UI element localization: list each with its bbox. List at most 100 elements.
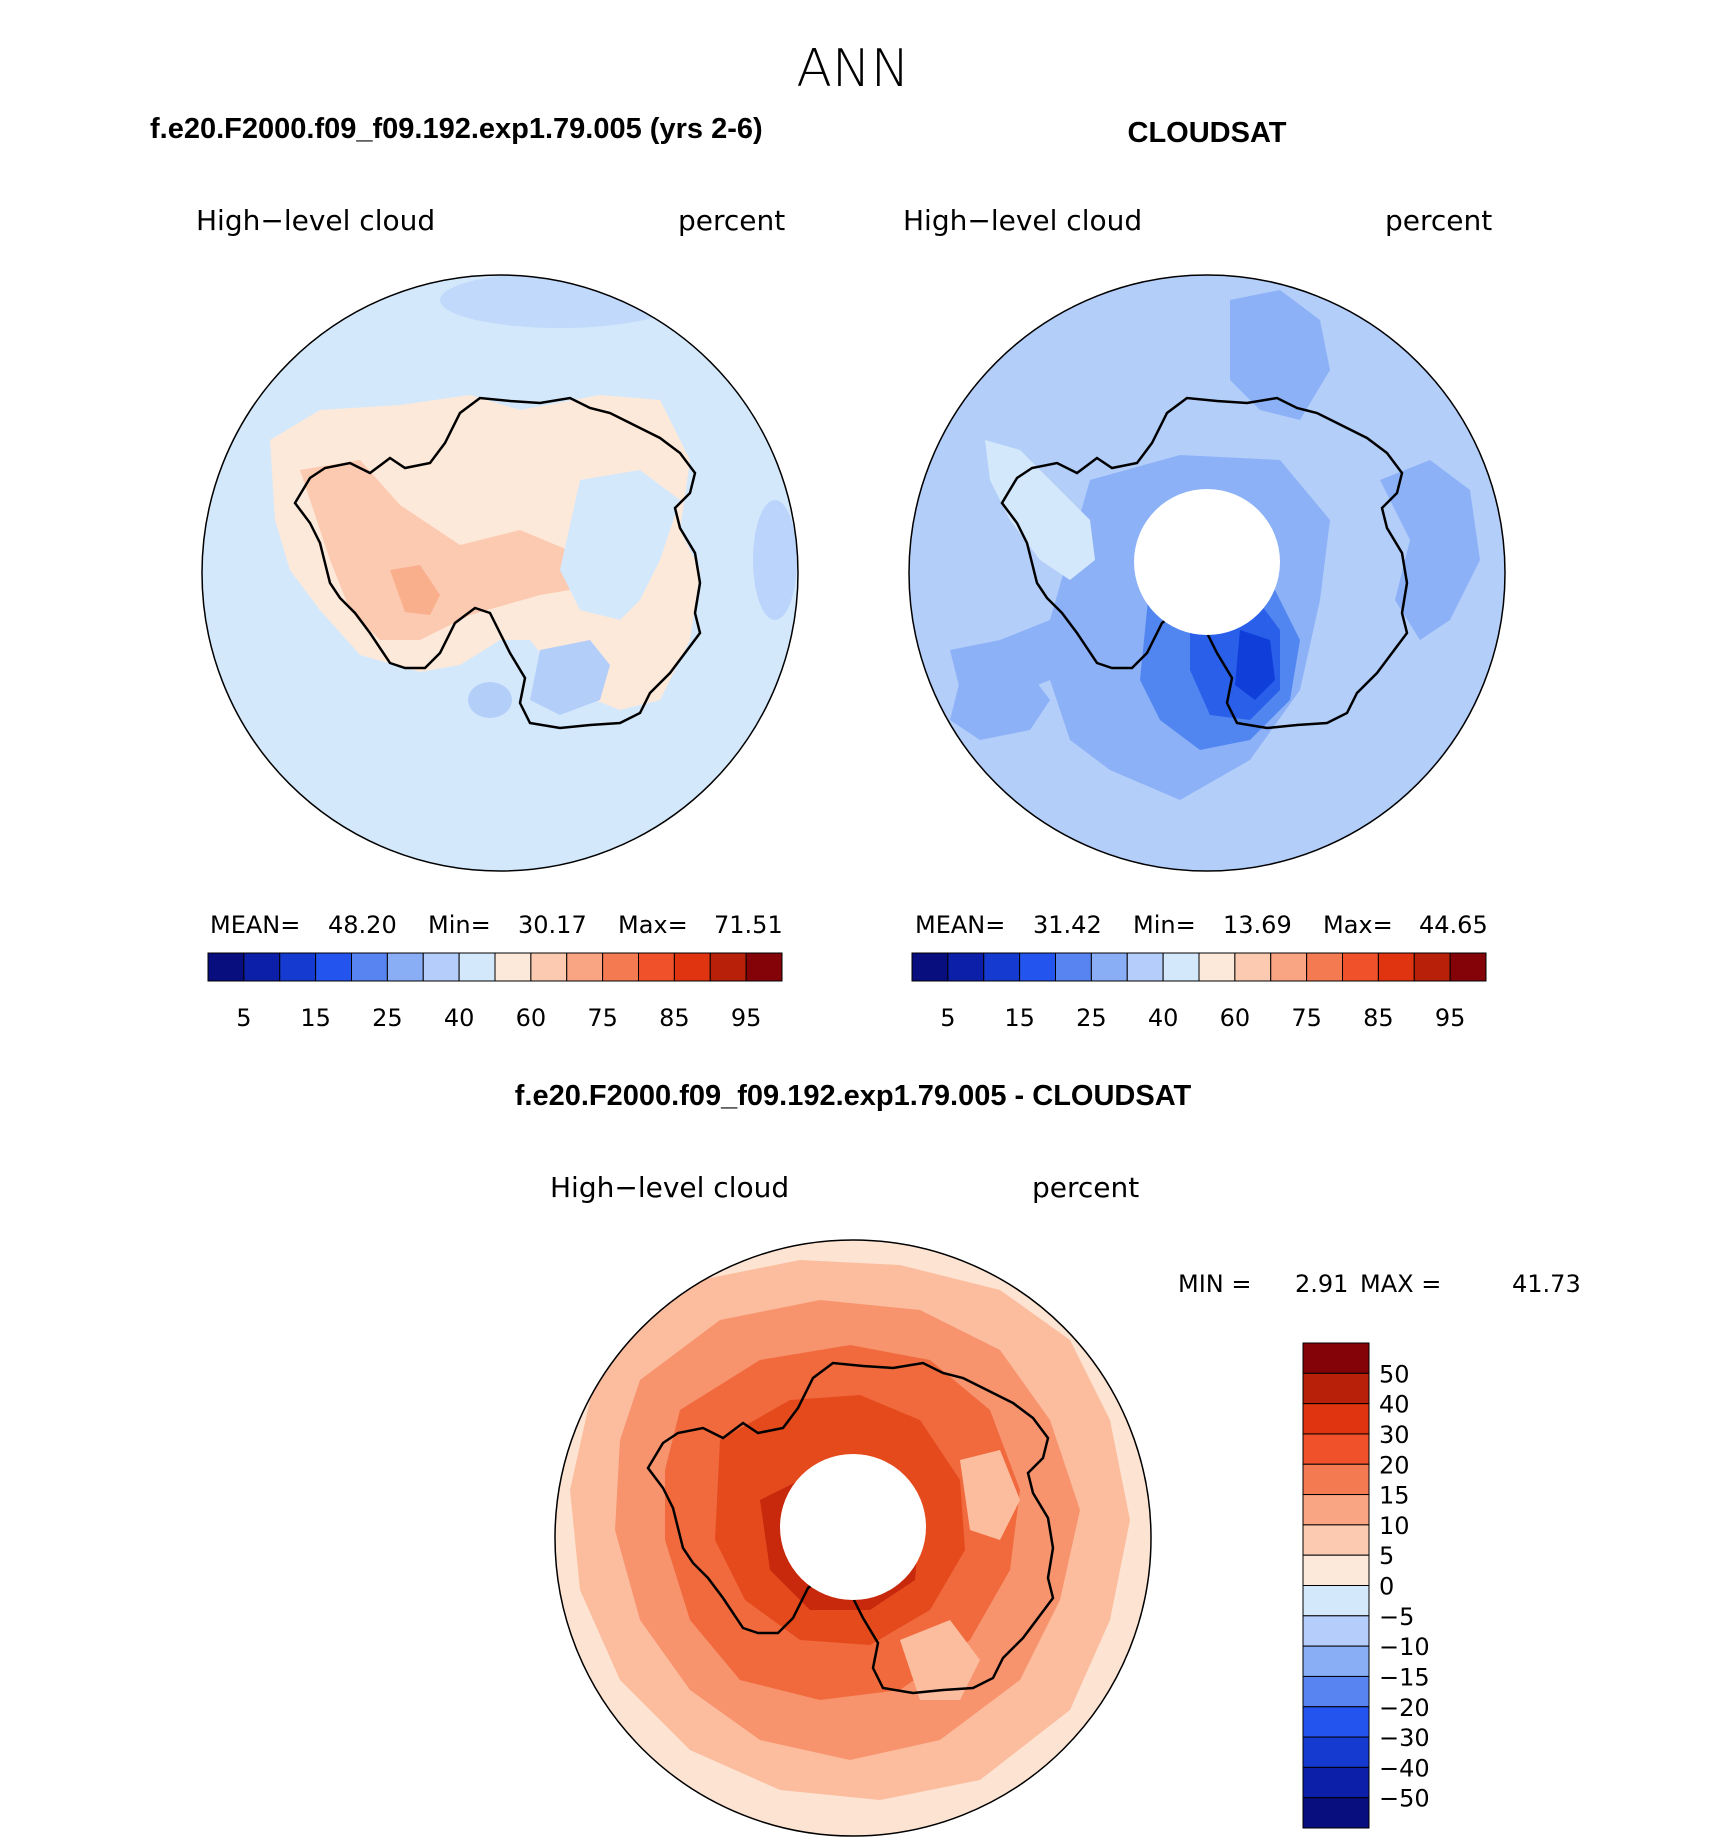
obs-colorbar-swatch [1270,952,1308,982]
obs-colorbar-swatch [983,952,1021,982]
diff-colorbar-swatch [1302,1433,1370,1465]
obs-mean-value: 31.42 [1033,911,1102,939]
diff-stats: MIN = 2.91 MAX = 41.73 [1178,1270,1581,1298]
model-colorbar-tick-label: 15 [300,1004,331,1032]
obs-colorbar-swatch [1377,952,1415,982]
model-band-east [753,500,797,620]
obs-colorbar-tick-label: 25 [1076,1004,1107,1032]
model-colorbar-tick-label: 40 [444,1004,475,1032]
polar-map-obs [909,275,1505,871]
model-max-label: Max= [618,911,688,939]
panel-model-units: percent [678,204,785,237]
model-colorbar-tick-label: 60 [516,1004,547,1032]
model-max-value: 71.51 [714,911,783,939]
diff-patch-east [960,1450,1020,1540]
obs-colorbar-swatch [1019,952,1056,982]
model-colorbar-swatch [386,952,424,982]
panel-diff-units: percent [1032,1171,1139,1204]
diff-pole-hole [780,1454,926,1600]
obs-colorbar-tick-label: 75 [1291,1004,1322,1032]
model-colorbar-tick-label: 75 [587,1004,618,1032]
obs-max-value: 44.65 [1419,911,1488,939]
model-colorbar-swatch [709,952,747,982]
obs-colorbar-swatch [1449,952,1487,982]
obs-core [1235,630,1275,700]
model-colorbar-swatch [494,952,532,982]
panel-diff-heading: f.e20.F2000.f09_f09.192.exp1.79.005 - CL… [515,1080,1192,1112]
model-colorbar-swatch [243,952,281,982]
diff-colorbar-swatch [1302,1524,1370,1556]
model-colorbar-swatch [279,952,317,982]
diff-colorbar-tick-label: −50 [1379,1785,1430,1813]
obs-colorbar-swatch [1234,952,1272,982]
model-min-label: Min= [428,911,491,939]
diff-map-border [554,1239,1152,1837]
model-colorbar-swatch [602,952,639,982]
model-land-core [390,565,440,615]
model-stats: MEAN= 48.20 Min= 30.17 Max= 71.51 [210,911,783,939]
model-cool-patch [530,640,610,715]
diff-patch-south [900,1620,980,1700]
model-mean-value: 48.20 [328,911,397,939]
obs-min-label: Min= [1133,911,1196,939]
diff-colorbar-tick-label: −20 [1379,1694,1430,1722]
obs-map-border [908,274,1506,872]
model-colorbar-swatch [638,952,675,982]
obs-mean-label: MEAN= [915,911,1005,939]
panel-obs-units: percent [1385,204,1492,237]
panel-diff-variable: High−level cloud [550,1171,789,1204]
panel-model-variable: High−level cloud [196,204,435,237]
model-map-border [201,274,799,872]
model-min-value: 30.17 [518,911,587,939]
obs-colorbar-swatch [911,952,949,982]
obs-colorbar-tick-label: 15 [1004,1004,1035,1032]
diff-max-label: MAX = [1360,1270,1441,1298]
diff-colorbar-tick-label: 40 [1379,1391,1410,1419]
model-colorbar-swatch [315,952,352,982]
diff-colorbar-swatch [1302,1706,1370,1738]
model-colorbar-tick-label: 25 [372,1004,403,1032]
diff-colorbar-swatch [1302,1554,1370,1586]
panel-model-heading: f.e20.F2000.f09_f09.192.exp1.79.005 (yrs… [150,113,763,145]
model-colorbar-swatch [422,952,460,982]
model-mean-label: MEAN= [210,911,300,939]
model-colorbar-tick-label: 95 [731,1004,762,1032]
obs-colorbar-tick-label: 95 [1435,1004,1466,1032]
polar-map-diff [555,1240,1151,1836]
obs-colorbar-tick-label: 60 [1220,1004,1251,1032]
diff-colorbar-swatch [1302,1615,1370,1647]
obs-light-peninsula [985,440,1095,580]
model-colorbar-swatch [351,952,388,982]
panel-model: f.e20.F2000.f09_f09.192.exp1.79.005 (yrs… [150,113,799,1032]
model-colorbar-tick-label: 5 [236,1004,251,1032]
diff-colorbar-tick-label: −30 [1379,1724,1430,1752]
diff-colorbar-swatch [1302,1372,1370,1405]
diff-colorbar-tick-label: −15 [1379,1663,1430,1691]
model-land-warm [300,460,600,640]
diff-colorbar-swatch [1302,1766,1370,1799]
diff-min-label: MIN = [1178,1270,1251,1298]
diff-colorbar-swatch [1302,1645,1370,1677]
diff-colorbar-tick-label: 30 [1379,1421,1410,1449]
diff-colorbar-swatch [1302,1403,1370,1435]
obs-colorbar-swatch [1090,952,1128,982]
diff-colorbar-swatch [1302,1342,1370,1374]
diff-colorbar-tick-label: 20 [1379,1451,1410,1479]
figure-title: ANN [796,39,909,99]
obs-colorbar-swatch [1198,952,1236,982]
obs-mid-north [1230,290,1330,420]
obs-colorbar-swatch [1055,952,1092,982]
polar-map-model [202,275,798,871]
obs-colorbar-swatch [1126,952,1164,982]
obs-colorbar-swatch [1342,952,1379,982]
diff-colorbar-tick-label: 0 [1379,1573,1394,1601]
obs-colorbar-swatch [1306,952,1343,982]
obs-colorbar-swatch [1413,952,1451,982]
panel-diff: f.e20.F2000.f09_f09.192.exp1.79.005 - CL… [515,1080,1581,1837]
diff-colorbar-swatch [1302,1463,1370,1496]
model-colorbar-swatch [458,952,496,982]
obs-colorbar: 5 15 25 40 60 75 85 95 [911,952,1487,1032]
diff-colorbar-swatch [1302,1494,1370,1526]
diff-colorbar-tick-label: −40 [1379,1754,1430,1782]
